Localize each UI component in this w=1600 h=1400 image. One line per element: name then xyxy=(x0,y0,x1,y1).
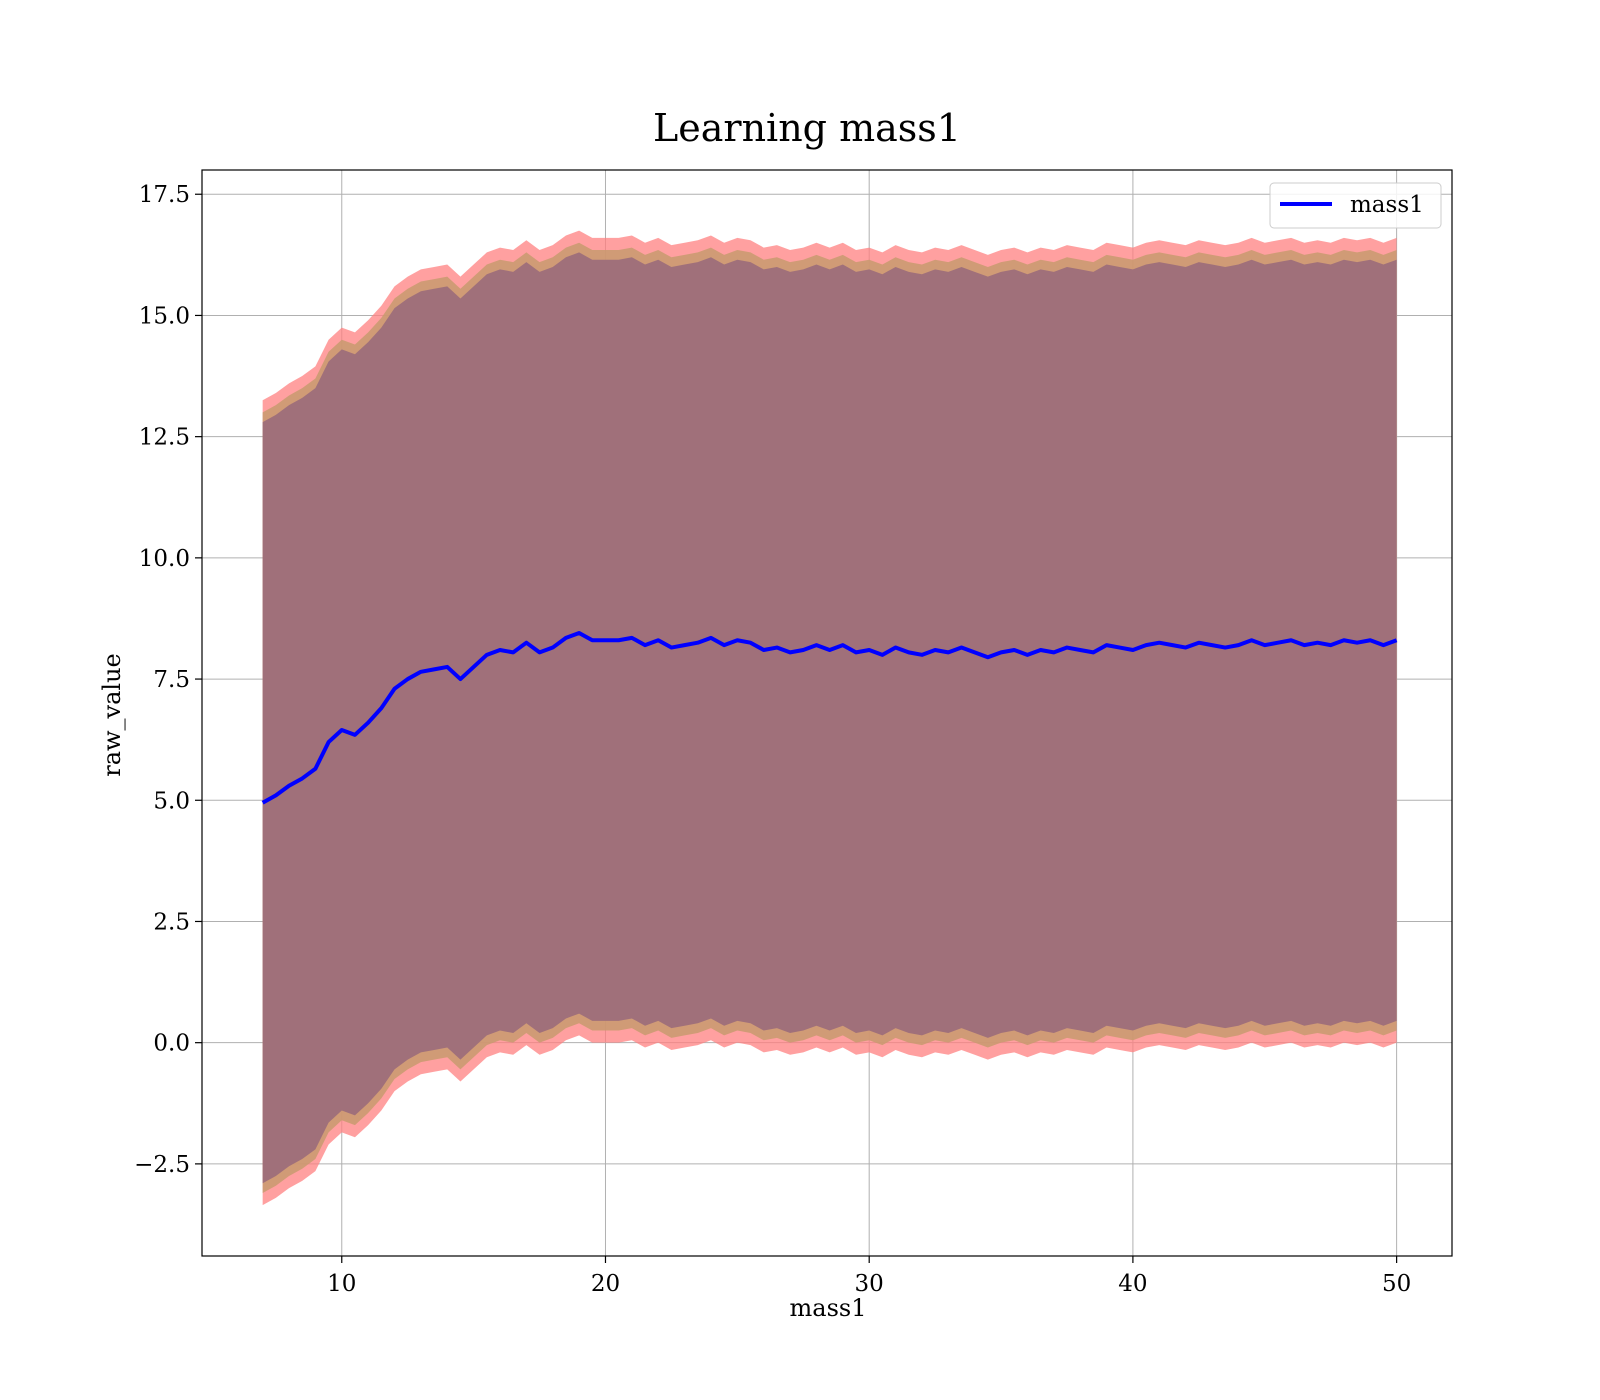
y-axis-label: raw_value xyxy=(98,653,126,777)
legend-label-mass1: mass1 xyxy=(1350,192,1424,218)
y-tick-label: 2.5 xyxy=(153,909,190,935)
y-tick-label: −2.5 xyxy=(134,1152,190,1178)
x-tick-label: 50 xyxy=(1382,1271,1411,1297)
uncertainty-bands xyxy=(262,230,1397,1206)
series-lines xyxy=(261,631,1398,805)
y-tick-label: 0.0 xyxy=(153,1031,190,1057)
x-tick-label: 10 xyxy=(327,1271,356,1297)
legend: mass1 xyxy=(1269,182,1442,229)
plot-frame xyxy=(201,169,1453,1257)
y-tick-label: 7.5 xyxy=(153,667,190,693)
y-tick-label: 17.5 xyxy=(139,182,190,208)
x-tick-label: 30 xyxy=(855,1271,884,1297)
x-axis-label: mass1 xyxy=(790,1294,867,1322)
series-line-mass1 xyxy=(261,631,1398,805)
x-tick-label: 40 xyxy=(1118,1271,1147,1297)
x-tick-label: 20 xyxy=(591,1271,620,1297)
y-tick-label: 12.5 xyxy=(139,425,190,451)
y-tick-label: 5.0 xyxy=(153,788,190,814)
y-tick-label: 10.0 xyxy=(139,546,190,572)
ticks: 10 20 30 40 50 −2.5 0.0 2.5 5.0 7.5 10.0 12.5 15.0 17… xyxy=(134,182,1411,1297)
band-inner xyxy=(262,252,1397,1184)
y-tick-label: 15.0 xyxy=(139,303,190,329)
legend-box xyxy=(1269,182,1442,229)
chart-title: Learning mass1 xyxy=(653,106,961,150)
